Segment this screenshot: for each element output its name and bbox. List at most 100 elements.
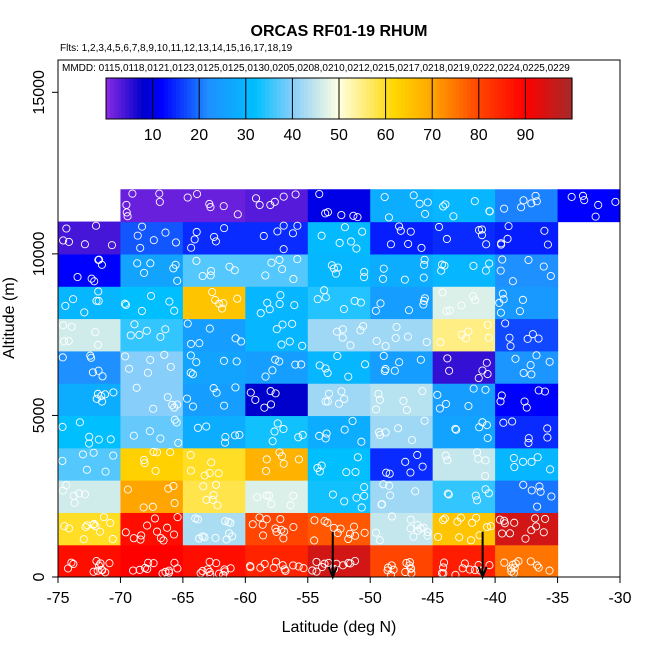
observation-marker: [280, 565, 289, 574]
observation-marker: [186, 451, 195, 460]
colorbar-swatch: [214, 78, 220, 119]
x-tick-label: -30: [608, 590, 631, 607]
observation-marker: [510, 563, 519, 572]
observation-marker: [97, 397, 107, 406]
colorbar-swatch: [529, 78, 534, 119]
observation-marker: [198, 271, 207, 281]
observation-marker: [418, 387, 427, 396]
observation-marker: [539, 528, 548, 537]
colorbar-swatch: [556, 78, 561, 119]
observation-marker: [271, 524, 280, 533]
observation-marker: [156, 434, 165, 443]
observation-marker: [322, 429, 331, 438]
observation-marker: [376, 430, 385, 440]
heatmap-cell: [245, 383, 309, 417]
observation-marker: [128, 189, 137, 198]
observation-marker: [231, 383, 240, 392]
observation-marker: [255, 513, 264, 522]
observation-marker: [209, 490, 218, 500]
observation-marker: [279, 459, 288, 468]
colorbar-swatch: [544, 78, 550, 119]
observation-marker: [521, 534, 530, 543]
observation-marker: [484, 333, 493, 342]
observation-marker: [159, 536, 168, 545]
x-tick-label: -50: [359, 590, 382, 607]
colorbar-swatch: [269, 78, 274, 119]
observation-marker: [346, 237, 356, 246]
colorbar-swatch: [358, 78, 363, 119]
observation-marker: [419, 523, 428, 532]
observation-marker: [533, 502, 542, 511]
observation-marker: [497, 239, 506, 248]
observation-marker: [209, 384, 218, 393]
observation-marker: [275, 357, 284, 366]
observation-marker: [407, 436, 416, 445]
observation-marker: [415, 199, 424, 208]
observation-marker: [224, 517, 233, 526]
observation-marker: [390, 366, 399, 375]
observation-marker: [120, 299, 129, 308]
colorbar-swatch: [393, 78, 398, 119]
observation-marker: [357, 437, 366, 446]
observation-marker: [217, 304, 227, 313]
observation-marker: [135, 330, 144, 339]
observation-marker: [62, 224, 71, 233]
observation-marker: [331, 269, 340, 278]
colorbar-swatch: [261, 78, 266, 119]
heatmap-cell: [370, 447, 434, 481]
observation-marker: [173, 400, 182, 409]
observation-marker: [378, 274, 388, 283]
observation-marker: [291, 360, 300, 369]
colorbar-swatch: [552, 78, 558, 119]
observation-marker: [340, 223, 349, 232]
observation-marker: [271, 355, 280, 364]
colorbar-swatch: [203, 78, 208, 119]
observation-marker: [374, 389, 383, 398]
observation-marker: [193, 423, 203, 432]
observation-marker: [190, 235, 199, 244]
colorbar-swatch: [490, 78, 495, 119]
observation-marker: [165, 297, 174, 306]
colorbar-swatch: [284, 78, 290, 119]
observation-marker: [534, 386, 543, 395]
observation-marker: [152, 527, 162, 536]
observation-marker: [94, 366, 103, 375]
observation-marker: [528, 330, 537, 339]
heatmap-cell: [120, 480, 184, 513]
observation-marker: [91, 221, 101, 230]
observation-marker: [402, 405, 411, 414]
heatmap-cell: [245, 318, 309, 352]
colorbar-swatch: [517, 78, 523, 119]
observation-marker: [278, 320, 287, 329]
observation-marker: [499, 418, 508, 427]
observation-marker: [170, 306, 179, 315]
observation-marker: [441, 451, 450, 460]
y-tick-label: 0: [31, 572, 48, 581]
observation-marker: [98, 372, 107, 381]
observation-marker: [348, 416, 357, 426]
observation-marker: [259, 531, 268, 540]
observation-marker: [387, 561, 396, 570]
observation-marker: [109, 388, 118, 397]
observation-marker: [214, 569, 224, 577]
colorbar-swatch: [451, 78, 457, 119]
colorbar-swatch: [564, 78, 569, 119]
observation-marker: [435, 222, 444, 232]
observation-marker: [170, 403, 179, 412]
observation-marker: [67, 322, 76, 331]
observation-marker: [123, 212, 132, 221]
observation-markers: [58, 189, 620, 577]
observation-marker: [510, 518, 519, 527]
observation-marker: [235, 430, 244, 439]
observation-marker: [73, 272, 82, 282]
heatmap-cell: [307, 221, 371, 255]
heatmap-cell: [432, 480, 496, 513]
observation-marker: [97, 565, 106, 574]
observation-marker: [338, 561, 347, 570]
observation-marker: [496, 397, 505, 406]
observation-marker: [89, 567, 98, 576]
observation-marker: [263, 298, 272, 307]
heatmap-cell: [182, 286, 246, 320]
observation-marker: [290, 301, 299, 310]
